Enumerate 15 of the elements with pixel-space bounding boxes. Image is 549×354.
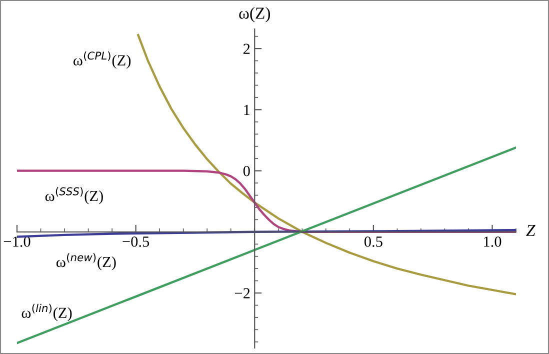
series-label: ω$^{(SSS)}$(Z) <box>45 187 103 204</box>
y-axis-title: ω(Z) <box>239 7 270 22</box>
y-tick-label: 1 <box>244 104 250 115</box>
x-tick-label: 1.0 <box>484 236 502 247</box>
series-label: ω$^{(CPL)}$(Z) <box>73 51 131 69</box>
y-tick-label: 2 <box>243 44 250 54</box>
y-tick-label: 0 <box>243 166 250 176</box>
series-label: ω$^{(lin)}$(Z) <box>22 304 72 322</box>
x-axis-title: Z <box>526 224 536 236</box>
x-tick-label: 0.5 <box>364 236 382 247</box>
x-tick-label: −1.0 <box>4 236 30 247</box>
series-label: ω$^{(new)}$(Z) <box>56 253 116 270</box>
y-tick-label: −2 <box>234 288 250 298</box>
x-tick-label: −0.5 <box>122 236 150 247</box>
line-series <box>17 228 516 238</box>
